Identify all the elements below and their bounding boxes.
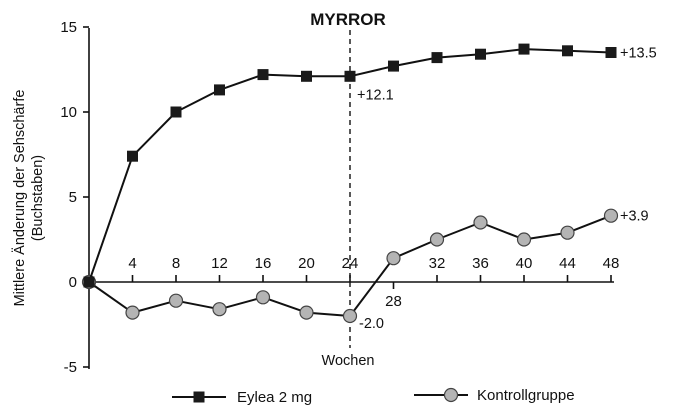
data-point-circle bbox=[212, 302, 227, 317]
y-tick-label: 5 bbox=[69, 189, 77, 206]
legend-marker-circle bbox=[443, 387, 459, 403]
x-axis-title: Wochen bbox=[322, 353, 375, 369]
data-point-square bbox=[83, 276, 95, 288]
data-point-circle bbox=[299, 305, 314, 320]
value-annotation: +12.1 bbox=[357, 87, 394, 103]
data-point-square bbox=[562, 45, 573, 57]
data-point-circle bbox=[342, 308, 358, 324]
data-point-circle bbox=[516, 232, 532, 247]
data-point-square bbox=[344, 70, 356, 82]
x-tick-label: 40 bbox=[516, 255, 533, 272]
x-tick-label: 12 bbox=[211, 255, 228, 272]
data-point-circle bbox=[603, 208, 619, 223]
data-point-circle bbox=[125, 305, 140, 320]
data-point-circle bbox=[168, 293, 184, 308]
x-tick-label: 16 bbox=[255, 255, 272, 272]
y-axis-ticks: 15 10 5 0 -5 bbox=[60, 19, 89, 376]
data-point-square bbox=[388, 60, 399, 72]
x-tick-label: 28 bbox=[385, 293, 402, 310]
x-tick-label: 44 bbox=[559, 255, 576, 272]
value-annotation: +3.9 bbox=[620, 209, 649, 225]
series-eylea bbox=[83, 43, 617, 288]
x-tick-label: 8 bbox=[172, 255, 180, 272]
series-layer bbox=[81, 43, 619, 324]
data-point-square bbox=[475, 48, 486, 60]
data-point-square bbox=[257, 69, 269, 81]
data-point-square bbox=[214, 84, 225, 96]
data-point-square bbox=[301, 70, 312, 82]
data-point-circle bbox=[560, 225, 575, 240]
annotation-layer: +13.5 +12.1 +3.9 -2.0 bbox=[357, 46, 657, 333]
value-annotation: -2.0 bbox=[359, 316, 384, 332]
data-point-square bbox=[431, 52, 443, 64]
y-tick-label: 10 bbox=[60, 104, 77, 121]
data-point-circle bbox=[429, 232, 445, 247]
data-point-square bbox=[170, 106, 182, 118]
y-tick-label: -5 bbox=[64, 359, 77, 376]
data-point-square bbox=[605, 47, 617, 58]
data-point-circle bbox=[473, 215, 488, 230]
x-tick-label: 4 bbox=[128, 255, 136, 272]
legend: Eylea 2 mg Kontrollgruppe bbox=[172, 387, 575, 406]
legend-label-kontrollgruppe: Kontrollgruppe bbox=[477, 387, 575, 404]
data-point-square bbox=[518, 43, 530, 55]
y-axis-title-line-2: (Buchstaben) bbox=[30, 155, 46, 241]
data-point-circle bbox=[255, 290, 271, 305]
y-axis-title-line-1: Mittlere Änderung der Sehschärfe bbox=[11, 90, 28, 307]
x-tick-label: 48 bbox=[603, 255, 620, 272]
data-point-circle bbox=[386, 251, 401, 266]
x-tick-label: 24 bbox=[342, 255, 359, 272]
y-tick-label: 0 bbox=[69, 274, 77, 291]
x-tick-label: 20 bbox=[298, 255, 315, 272]
legend-marker-square bbox=[193, 391, 205, 403]
x-tick-label: 32 bbox=[429, 255, 446, 272]
y-tick-label: 15 bbox=[60, 19, 77, 36]
value-annotation: +13.5 bbox=[620, 46, 657, 62]
y-axis-title: Mittlere Änderung der Sehschärfe (Buchst… bbox=[11, 90, 46, 307]
legend-label-eylea: Eylea 2 mg bbox=[237, 389, 312, 406]
data-point-square bbox=[127, 150, 138, 162]
x-tick-label: 36 bbox=[472, 255, 489, 272]
chart-title: MYRROR bbox=[310, 10, 386, 29]
